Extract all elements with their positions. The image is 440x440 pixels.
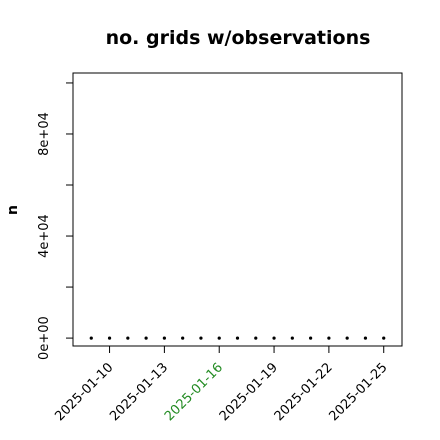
point (235, 336, 240, 340)
point (162, 336, 166, 340)
x-tick-label: 2025-01-19 (217, 360, 281, 424)
y-axis-label: n (5, 205, 21, 215)
x-tick-label: 2025-01-22 (272, 360, 336, 424)
x-tick-label: 2025-01-13 (107, 360, 171, 424)
point (345, 336, 349, 340)
point (309, 336, 313, 340)
point (199, 336, 203, 340)
point (254, 336, 258, 340)
point (272, 336, 276, 340)
x-tick-label: 2025-01-16 (162, 360, 226, 424)
point (363, 336, 368, 340)
point (126, 336, 130, 340)
x-tick-label: 2025-01-10 (52, 360, 116, 424)
point (107, 336, 112, 340)
point (181, 336, 185, 340)
x-tick-label: 2025-01-25 (327, 360, 391, 424)
point (89, 336, 93, 340)
y-tick-label: 4e+04 (37, 214, 52, 258)
y-tick-label: 0e+00 (37, 316, 52, 360)
point (327, 336, 331, 340)
chart-title: no. grids w/observations (106, 27, 371, 49)
point (217, 336, 221, 340)
point (382, 336, 386, 340)
point (144, 336, 148, 340)
y-tick-label: 8e+04 (37, 112, 52, 156)
plot-box (72, 72, 403, 347)
point (290, 336, 294, 340)
